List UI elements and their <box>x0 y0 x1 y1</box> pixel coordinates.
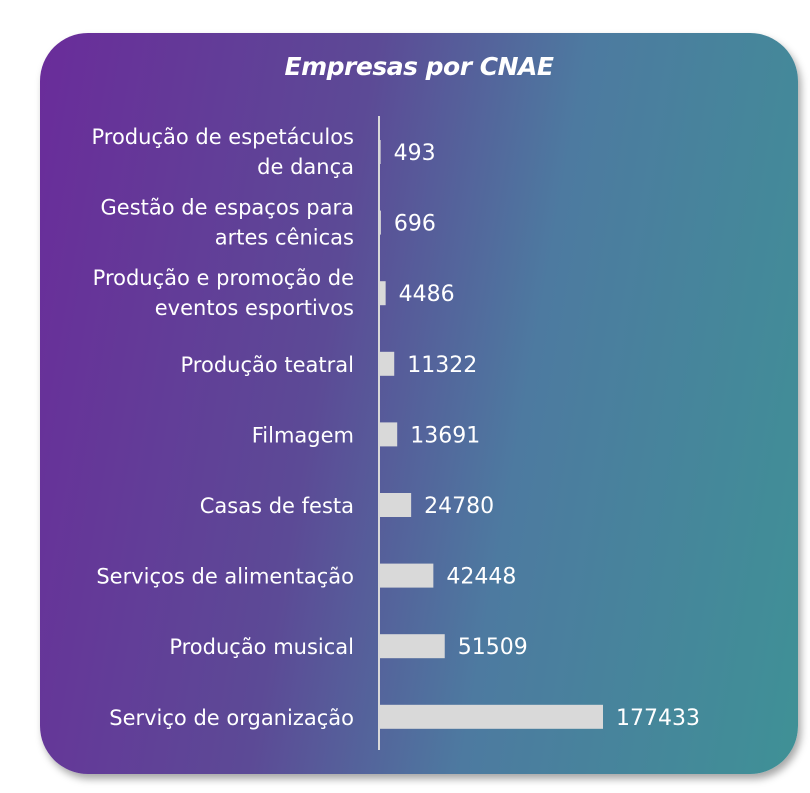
data-label: 493 <box>394 141 436 166</box>
category-label-line: Serviço de organização <box>109 706 354 730</box>
category-label-line: de dança <box>257 155 354 179</box>
category-label: Gestão de espaços para artes cênicas <box>101 196 354 250</box>
bar <box>380 281 386 306</box>
data-label: 13691 <box>410 423 480 448</box>
category-label: Casas de festa <box>200 494 354 518</box>
bar <box>380 140 381 164</box>
category-label-line: Produção musical <box>169 635 354 659</box>
category-label-line: Produção e promoção de <box>93 266 354 290</box>
category-label: Produção musical <box>169 635 354 659</box>
category-label-line: eventos esportivos <box>155 296 354 320</box>
category-label-line: Produção teatral <box>181 353 355 377</box>
category-label: Filmagem <box>252 423 354 447</box>
bar <box>380 210 381 235</box>
data-label: 24780 <box>424 494 494 519</box>
bars-group: 493 Produção de espetáculos de dança 696 Ges… <box>91 125 700 731</box>
data-label: 51509 <box>458 635 528 660</box>
category-label: Produção de espetáculos de dança <box>91 125 354 179</box>
category-label-line: Serviços de alimentação <box>96 565 354 589</box>
chart-title: Empresas por CNAE <box>284 52 554 81</box>
bar <box>380 351 395 376</box>
bar <box>380 563 434 588</box>
data-label: 11322 <box>407 353 477 378</box>
category-label-line: Produção de espetáculos <box>91 125 354 149</box>
bar <box>380 704 603 729</box>
category-label: Produção e promoção de eventos esportivos <box>93 266 354 320</box>
data-label: 4486 <box>399 282 455 307</box>
data-label: 177433 <box>616 706 700 731</box>
category-label-line: artes cênicas <box>215 226 354 250</box>
bar <box>380 634 445 659</box>
category-label-line: Filmagem <box>252 423 354 447</box>
bar <box>380 422 398 447</box>
category-label-line: Gestão de espaços para <box>101 196 354 220</box>
category-label: Produção teatral <box>181 353 355 377</box>
category-label: Serviço de organização <box>109 706 354 730</box>
category-label: Serviços de alimentação <box>96 565 354 589</box>
data-label: 42448 <box>446 565 516 590</box>
data-label: 696 <box>394 212 436 237</box>
category-label-line: Casas de festa <box>200 494 354 518</box>
bar <box>380 493 412 517</box>
